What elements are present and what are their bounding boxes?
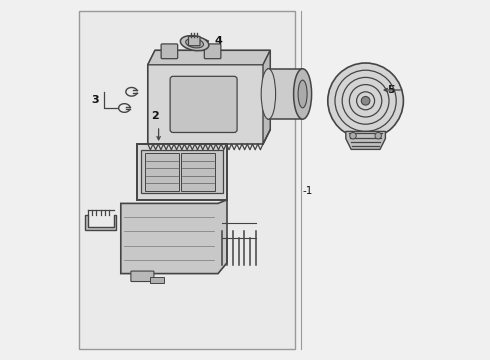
Circle shape [361, 96, 370, 105]
Ellipse shape [180, 36, 209, 51]
Text: 3: 3 [91, 95, 98, 105]
FancyBboxPatch shape [145, 153, 179, 191]
Polygon shape [121, 200, 227, 274]
Polygon shape [85, 215, 117, 230]
FancyBboxPatch shape [79, 11, 295, 349]
Polygon shape [148, 50, 270, 65]
FancyBboxPatch shape [170, 76, 237, 132]
FancyBboxPatch shape [181, 153, 215, 191]
Ellipse shape [261, 69, 275, 119]
FancyBboxPatch shape [131, 271, 154, 282]
Text: 5: 5 [387, 85, 395, 95]
Ellipse shape [186, 39, 203, 48]
FancyBboxPatch shape [269, 69, 301, 119]
FancyBboxPatch shape [149, 277, 164, 283]
Ellipse shape [294, 69, 312, 119]
Text: 2: 2 [151, 111, 159, 121]
Ellipse shape [298, 80, 307, 108]
FancyBboxPatch shape [161, 44, 178, 59]
Polygon shape [346, 131, 386, 149]
Polygon shape [148, 50, 270, 144]
FancyBboxPatch shape [189, 36, 200, 46]
FancyBboxPatch shape [141, 150, 222, 193]
Text: -1: -1 [303, 186, 313, 196]
Circle shape [375, 132, 381, 139]
Circle shape [350, 132, 356, 139]
FancyBboxPatch shape [204, 44, 221, 59]
Polygon shape [263, 50, 270, 144]
Circle shape [328, 63, 403, 139]
Text: 4: 4 [215, 36, 222, 46]
FancyBboxPatch shape [137, 144, 227, 200]
